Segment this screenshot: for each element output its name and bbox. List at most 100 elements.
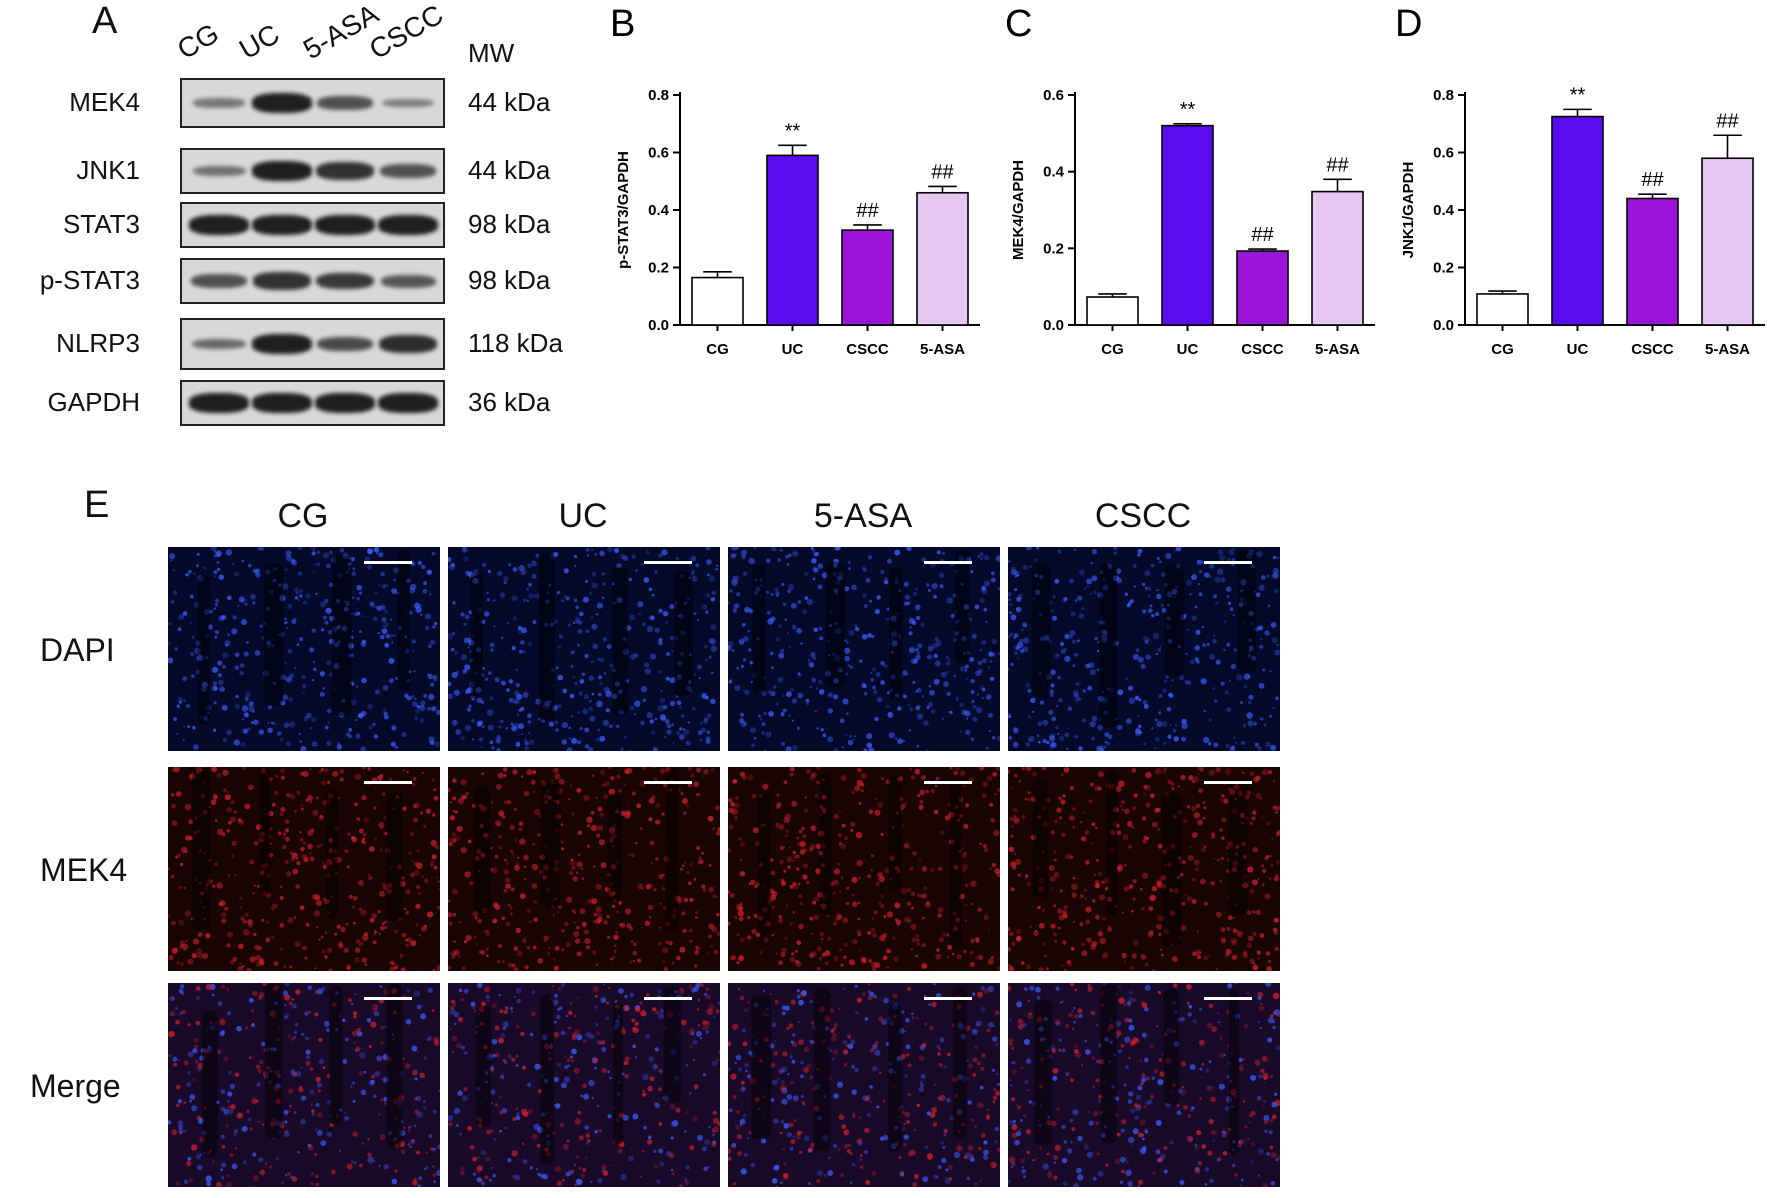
y-axis-label: MEK4/GAPDH [1010, 160, 1027, 260]
scale-bar [364, 781, 412, 784]
micrograph-texture [168, 547, 440, 751]
if-column-title: CSCC [1094, 497, 1192, 535]
x-tick-label: UC [1567, 341, 1589, 358]
panel-a-letter: A [92, 0, 118, 42]
blot-band [189, 393, 249, 413]
if-row-label: Merge [30, 1068, 121, 1104]
blot-strip [180, 202, 445, 248]
blot-band [317, 96, 373, 110]
blot-row-label: p-STAT3 [39, 265, 140, 295]
bar [1551, 115, 1604, 326]
blot-mw-label: 44 kDa [468, 155, 551, 185]
bar [1311, 190, 1364, 326]
scale-bar [924, 561, 972, 564]
micrograph-texture [1008, 547, 1280, 751]
micrograph [728, 767, 1000, 971]
bar [1476, 293, 1529, 326]
blot-band [380, 274, 436, 288]
blot-strip [180, 258, 445, 304]
micrograph [1008, 767, 1280, 971]
significance-label: ** [1570, 84, 1586, 106]
blot-band [316, 162, 374, 180]
blot-band [252, 93, 312, 113]
y-tick-label: 0.8 [648, 87, 669, 104]
bar [691, 276, 744, 326]
scale-bar [364, 997, 412, 1000]
significance-label: ## [1716, 110, 1739, 132]
y-tick-label: 0.0 [648, 317, 669, 334]
blot-band [378, 335, 438, 353]
micrograph [728, 983, 1000, 1187]
blot-band [252, 215, 312, 235]
y-tick-label: 0.2 [648, 260, 669, 277]
y-tick-label: 0.0 [1043, 317, 1064, 334]
significance-label: ## [931, 161, 954, 183]
x-tick-label: CSCC [846, 341, 889, 358]
scale-bar [644, 561, 692, 564]
blot-row-label: GAPDH [47, 387, 140, 417]
blot-row-label: MEK4 [69, 87, 140, 117]
scale-bar [644, 997, 692, 1000]
scale-bar [924, 781, 972, 784]
y-axis-label: JNK1/GAPDH [1400, 162, 1417, 259]
panel-e-letter: E [84, 484, 110, 526]
significance-label: ## [856, 200, 879, 222]
chart-panel-c: C 0.0 0.2 0.4 0.6 MEK4/GAPDH CG UC ** CSCC ## 5-ASA… [1005, 3, 1375, 358]
blot-mw-label: 118 kDa [468, 328, 563, 358]
y-tick-label: 0.6 [1043, 87, 1064, 104]
blot-mw-label: 98 kDa [468, 265, 551, 295]
blot-band [315, 215, 375, 235]
significance-label: ## [1326, 154, 1349, 176]
mw-title: MW [468, 38, 515, 68]
if-row-label: DAPI [40, 632, 115, 668]
if-column-title: UC [558, 497, 608, 535]
significance-label: ** [785, 120, 801, 142]
blot-band [380, 164, 436, 178]
blot-band [378, 393, 438, 413]
blot-band [252, 161, 312, 181]
scale-bar [364, 561, 412, 564]
scale-bar [1204, 561, 1252, 564]
micrograph [728, 547, 1000, 751]
blot-strip [180, 380, 445, 426]
blot-row-label: NLRP3 [56, 328, 140, 358]
blot-band [252, 393, 312, 413]
blot-lane-label: CSCC [364, 0, 449, 66]
y-tick-label: 0.2 [1433, 260, 1454, 277]
panel-letter: B [610, 3, 635, 45]
micrograph-texture [728, 983, 1000, 1187]
y-tick-label: 0.6 [648, 145, 669, 162]
bar [1086, 296, 1139, 326]
micrograph-texture [448, 983, 720, 1187]
x-tick-label: UC [782, 341, 804, 358]
x-tick-label: CG [1491, 341, 1514, 358]
micrograph [1008, 547, 1280, 751]
bar [841, 229, 894, 326]
scale-bar [1204, 781, 1252, 784]
x-tick-label: UC [1177, 341, 1199, 358]
blot-band [315, 393, 375, 413]
x-tick-label: CSCC [1241, 341, 1284, 358]
y-tick-label: 0.4 [1043, 164, 1065, 181]
x-tick-label: CG [706, 341, 729, 358]
if-column-title: 5-ASA [813, 497, 913, 535]
y-tick-label: 0.4 [648, 202, 670, 219]
blot-strip [180, 318, 445, 370]
micrograph-texture [448, 767, 720, 971]
blot-band [317, 336, 373, 352]
micrograph [168, 767, 440, 971]
blot-strip [180, 148, 445, 194]
micrograph-texture [448, 547, 719, 751]
micrograph [168, 547, 440, 751]
blot-row-label: STAT3 [62, 209, 140, 239]
if-column-title: CG [277, 497, 329, 535]
blot-band [192, 98, 246, 108]
x-tick-label: CSCC [1631, 341, 1674, 358]
scale-bar [644, 781, 692, 784]
bar [766, 154, 819, 326]
blot-mw-label: 44 kDa [468, 87, 551, 117]
y-tick-label: 0.2 [1043, 240, 1064, 257]
x-tick-label: 5-ASA [1315, 341, 1360, 358]
blot-band [382, 98, 434, 108]
bar [916, 191, 969, 326]
